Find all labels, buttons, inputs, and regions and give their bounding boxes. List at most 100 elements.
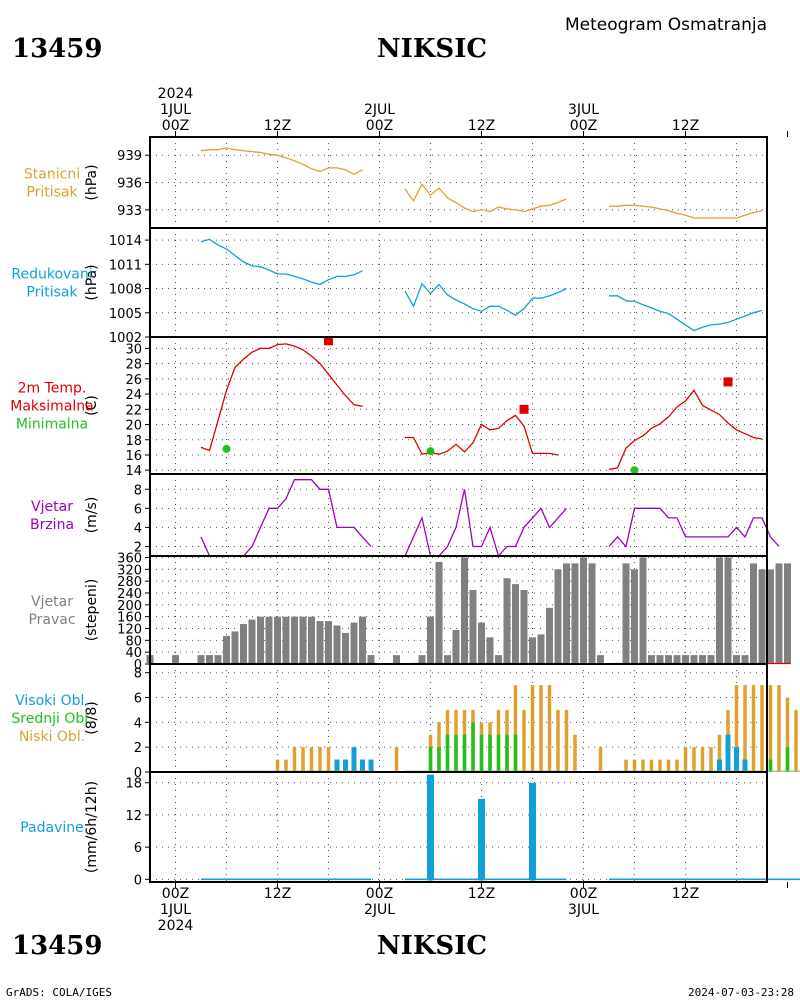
y-axis-label: (C) [84,395,100,416]
precip-bar [478,798,485,881]
series-line [200,238,363,286]
cloud-bar [505,734,509,772]
panel-redp: 1002 1005 1008 1011 1014 (hPa)Redukovani Priti… [11,227,768,346]
bottom-time-label: 1JUL [160,902,191,918]
wind-dir-bar [478,622,485,664]
cloud-bar [539,685,543,772]
wind-dir-bar [724,557,732,664]
y-tick-label: 1014 [109,234,142,249]
panel-frame [149,771,768,883]
y-tick-label: 26 [125,373,142,388]
wind-dir-bar [784,563,791,664]
cloud-bar [709,747,713,772]
wind-dir-bar [699,655,706,664]
y-tick-label: 0 [134,658,142,673]
panel-label: Pritisak [26,185,78,201]
cloud-bar [471,722,475,772]
series-line [608,389,763,471]
panel-wspd: 2 4 6 8 (m/s) Vjetar Brzina [30,473,780,558]
wind-dir-bar [325,621,332,664]
cloud-bar [275,759,280,772]
wind-dir-bar [172,655,179,664]
wind-dir-bar [571,563,579,664]
top-time-label: 12Z [672,118,699,134]
wind-dir-bar [529,637,536,664]
wind-dir-bar [265,616,273,664]
top-time-label: 00Z [162,118,189,134]
cloud-bar [785,697,790,772]
cloud-bar [309,747,314,772]
y-tick-label: 240 [117,587,142,602]
min-temp-marker [426,447,435,456]
cloud-bar [768,759,773,772]
panel-label: Vjetar [31,594,73,610]
footer-station-name: NIKSIC [377,931,487,961]
y-tick-label: 4 [134,716,142,731]
series-line [200,479,372,557]
y-axis-label: (hPa) [84,264,100,300]
cloud-bar [641,759,645,772]
panel-label: Vjetar [31,499,73,515]
y-tick-label: 8 [134,667,142,682]
panel-frame [149,336,768,475]
cloud-bar [326,747,331,772]
y-tick-label: 18 [125,777,142,792]
cloud-bar [462,734,467,772]
wind-dir-bar [393,655,400,664]
wind-dir-bar [274,616,281,664]
wind-dir-bar [359,616,366,664]
top-time-label: 2JUL [364,102,395,118]
wind-dir-bar [350,622,358,664]
y-tick-label: 1011 [109,258,142,273]
y-tick-label: 12 [125,809,142,824]
cloud-bar [675,759,679,772]
bottom-time-label: 3JUL [568,902,599,918]
y-tick-label: 120 [117,622,142,637]
wind-dir-bar [639,557,647,664]
cloud-bar [292,747,297,772]
cloud-bar [734,747,739,772]
y-tick-label: 2 [134,540,142,555]
y-tick-label: 24 [125,388,142,403]
top-time-label: 00Z [366,118,393,134]
y-tick-label: 20 [125,419,142,434]
panel-clouds: 0 2 4 6 8 (8/8)Visoki Obl. Srednji Obl. Niski O… [11,663,800,781]
y-tick-label: 4 [134,521,142,536]
cloud-bar [513,734,518,772]
y-tick-label: 28 [125,358,142,373]
wind-dir-bar [673,655,681,664]
cloud-bar [649,759,654,772]
bottom-time-label: 2JUL [364,902,395,918]
y-tick-label: 200 [117,599,142,614]
cloud-bar [488,734,492,772]
panel-label: Stanicni [24,167,80,183]
wind-dir-bar [588,563,596,664]
panel-label: Brzina [30,517,74,533]
wind-dir-bar [767,569,774,664]
y-tick-label: 6 [134,841,142,856]
series-line [609,295,763,332]
wind-dir-bar [512,584,519,664]
panel-frame [149,227,768,338]
wind-dir-bar [444,655,451,664]
cloud-bar [368,759,374,772]
series-line [404,489,567,558]
y-axis-label: (8/8) [84,701,100,734]
y-tick-label: 18 [125,434,142,449]
wind-dir-bar [342,632,349,664]
min-temp-marker [630,466,639,475]
cloud-bar [760,685,764,772]
wind-dir-bar [733,655,740,664]
top-time-label: 1JUL [160,102,191,118]
y-tick-label: 2 [134,741,142,756]
y-tick-label: 280 [117,575,142,590]
wind-dir-bar [240,624,247,664]
wind-dir-bar [418,655,426,664]
cloud-bar [564,709,569,772]
top-time-label: 3JUL [568,102,599,118]
wind-dir-bar [291,616,298,664]
cloud-bar [556,709,560,772]
cloud-bar [666,759,671,772]
cloud-bar [394,747,399,772]
wind-dir-bar [656,655,664,664]
